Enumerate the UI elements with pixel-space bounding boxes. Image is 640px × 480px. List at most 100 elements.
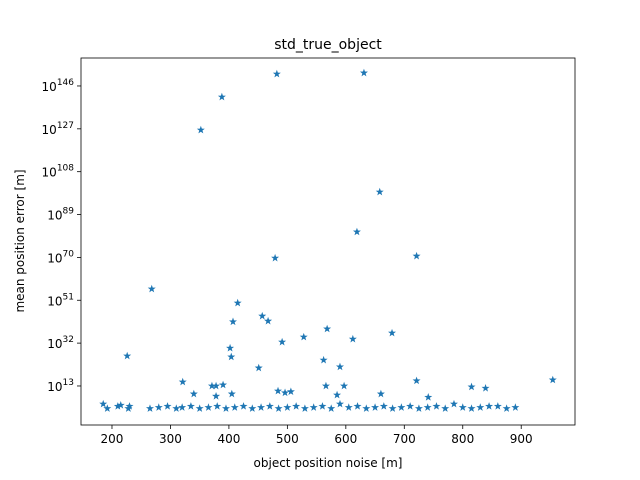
- data-point: [254, 363, 263, 372]
- data-point: [375, 187, 384, 196]
- data-point: [481, 384, 490, 392]
- y-tick-label: 1013: [47, 378, 74, 394]
- data-point: [412, 251, 421, 260]
- y-axis-label: mean position error [m]: [13, 169, 27, 312]
- y-tick-label: 1070: [47, 249, 74, 265]
- data-point: [502, 404, 511, 412]
- data-point: [154, 403, 163, 411]
- data-point: [335, 399, 344, 408]
- data-point: [227, 352, 236, 361]
- data-point: [212, 381, 221, 390]
- data-point: [258, 311, 267, 320]
- data-point: [219, 380, 228, 389]
- data-point: [548, 375, 557, 384]
- data-point: [412, 376, 421, 385]
- data-point: [333, 390, 342, 399]
- data-point: [388, 328, 397, 337]
- data-point: [432, 402, 441, 410]
- data-point: [178, 377, 187, 386]
- data-point: [414, 404, 423, 412]
- data-point: [449, 399, 458, 408]
- data-point: [189, 389, 198, 398]
- data-point: [274, 386, 283, 395]
- data-point: [265, 402, 274, 410]
- data-point: [264, 316, 273, 325]
- data-point: [467, 404, 476, 412]
- data-point: [476, 403, 485, 411]
- data-point: [379, 402, 388, 410]
- x-tick-label: 300: [159, 432, 182, 446]
- data-point: [319, 355, 328, 364]
- data-point: [271, 253, 280, 262]
- data-point: [217, 92, 226, 101]
- data-point: [213, 402, 222, 410]
- data-point: [239, 402, 248, 410]
- data-point: [113, 402, 122, 410]
- data-point: [485, 402, 494, 410]
- data-point: [274, 404, 283, 412]
- data-point: [272, 69, 281, 78]
- data-point: [178, 403, 187, 411]
- data-point: [283, 403, 292, 411]
- data-point: [362, 404, 371, 412]
- y-tick-label: 10127: [42, 121, 74, 137]
- y-tick-label: 10108: [42, 164, 75, 180]
- x-tick-label: 400: [217, 432, 240, 446]
- data-point: [116, 401, 125, 409]
- data-point: [292, 402, 301, 410]
- data-point: [318, 402, 327, 410]
- x-axis-label: object position noise [m]: [254, 456, 403, 470]
- y-tick-label: 10146: [42, 78, 75, 94]
- data-point: [423, 403, 432, 411]
- data-point: [226, 343, 235, 352]
- data-point: [212, 391, 221, 400]
- data-point: [221, 404, 230, 412]
- data-point: [99, 399, 108, 408]
- x-tick-label: 900: [510, 432, 533, 446]
- data-point: [204, 403, 213, 411]
- chart-title: std_true_object: [274, 37, 382, 53]
- y-tick-label: 1089: [47, 207, 74, 223]
- data-point: [321, 381, 330, 390]
- data-point: [352, 227, 361, 236]
- x-tick-label: 600: [334, 432, 357, 446]
- data-point: [388, 404, 397, 412]
- data-point: [424, 393, 433, 401]
- data-point: [286, 387, 295, 396]
- data-point: [397, 403, 406, 411]
- data-point: [186, 402, 195, 410]
- data-point: [511, 403, 520, 411]
- data-point: [229, 317, 237, 326]
- y-tick-label: 1051: [47, 292, 74, 308]
- data-point: [323, 324, 332, 333]
- data-point: [344, 403, 353, 411]
- data-point: [327, 404, 336, 412]
- x-tick-label: 800: [451, 432, 474, 446]
- data-point: [227, 389, 236, 398]
- data-point: [207, 381, 216, 390]
- data-point: [123, 351, 132, 360]
- data-point: [467, 382, 476, 391]
- data-point: [145, 404, 154, 412]
- x-tick-label: 500: [276, 432, 299, 446]
- data-point: [248, 404, 257, 412]
- data-point: [147, 284, 156, 293]
- data-point: [172, 404, 181, 412]
- data-point: [359, 68, 368, 77]
- data-point: [493, 402, 502, 410]
- data-point: [257, 403, 266, 411]
- x-tick-label: 200: [101, 432, 124, 446]
- x-tick-label: 700: [393, 432, 416, 446]
- data-point: [195, 404, 204, 412]
- data-point: [406, 402, 415, 410]
- data-point: [299, 332, 308, 341]
- data-point: [103, 404, 112, 412]
- data-point: [300, 404, 309, 412]
- data-point: [278, 337, 287, 346]
- data-point: [335, 362, 344, 371]
- data-point: [163, 402, 172, 410]
- data-point: [309, 403, 318, 411]
- data-point: [125, 402, 134, 410]
- data-point: [441, 404, 450, 412]
